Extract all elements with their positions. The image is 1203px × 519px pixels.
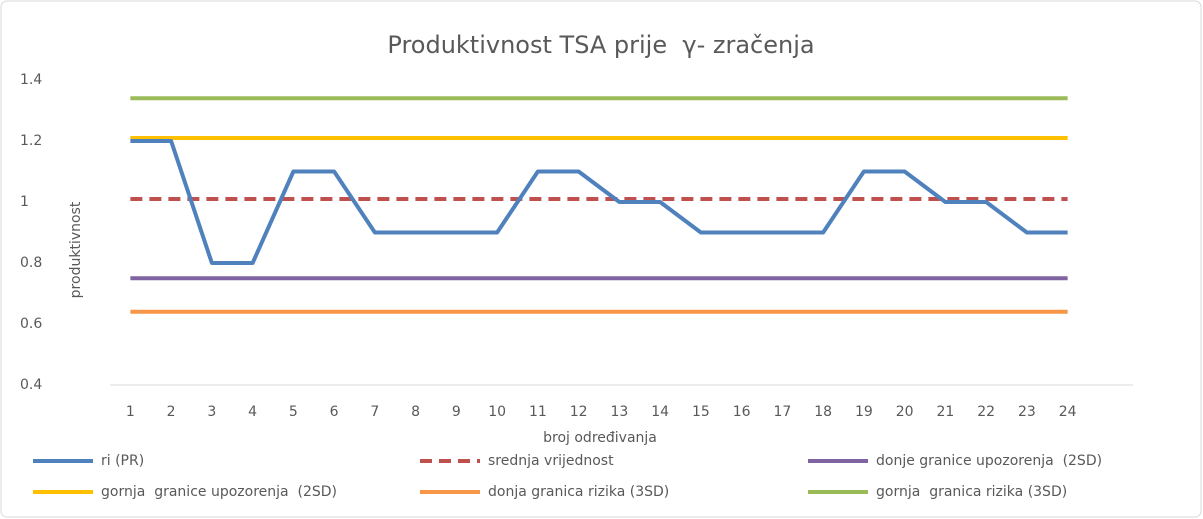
legend-label: donje granice upozorenja (2SD) <box>876 453 1102 469</box>
chart-title: Produktivnost TSA prije γ- zračenja <box>387 31 814 59</box>
legend-label: donja granica rizika (3SD) <box>488 484 669 500</box>
x-tick-label: 24 <box>1059 404 1077 420</box>
x-tick-label: 7 <box>370 404 379 420</box>
y-tick-label: 1 <box>20 194 29 210</box>
x-tick-label: 20 <box>896 404 914 420</box>
x-tick-label: 1 <box>126 404 135 420</box>
x-tick-label: 4 <box>248 404 257 420</box>
x-tick-label: 22 <box>977 404 995 420</box>
x-tick-label: 13 <box>610 404 628 420</box>
x-tick-label: 18 <box>814 404 832 420</box>
y-tick-label: 0.8 <box>20 255 42 271</box>
x-tick-label: 8 <box>411 404 420 420</box>
x-tick-label: 16 <box>733 404 751 420</box>
x-tick-label: 23 <box>1018 404 1036 420</box>
x-tick-label: 9 <box>452 404 461 420</box>
y-tick-label: 0.4 <box>20 377 42 393</box>
legend-label: ri (PR) <box>101 453 144 469</box>
x-tick-label: 14 <box>651 404 669 420</box>
x-tick-label: 2 <box>167 404 176 420</box>
legend-label: srednja vrijednost <box>488 453 614 469</box>
line-series <box>130 139 1068 265</box>
x-tick-label: 6 <box>330 404 339 420</box>
y-axis-label: produktivnost <box>68 201 84 298</box>
x-tick-label: 21 <box>936 404 954 420</box>
x-tick-label: 5 <box>289 404 298 420</box>
x-tick-label: 12 <box>570 404 588 420</box>
x-tick-label: 17 <box>773 404 791 420</box>
legend-label: gornja granice upozorenja (2SD) <box>101 484 337 500</box>
y-tick-label: 1.4 <box>20 72 42 88</box>
x-tick-label: 19 <box>855 404 873 420</box>
x-tick-label: 15 <box>692 404 710 420</box>
x-axis-label: broj određivanja <box>543 430 657 446</box>
x-tick-label: 3 <box>207 404 216 420</box>
y-tick-label: 1.2 <box>20 133 42 149</box>
x-tick-label: 11 <box>529 404 547 420</box>
legend-label: gornja granica rizika (3SD) <box>876 484 1067 500</box>
x-tick-label: 10 <box>488 404 506 420</box>
y-tick-label: 0.6 <box>20 316 42 332</box>
